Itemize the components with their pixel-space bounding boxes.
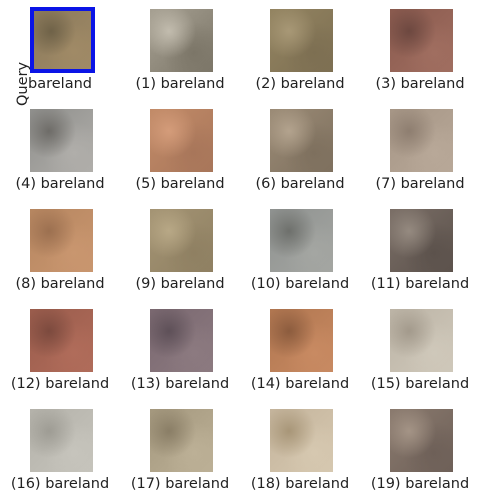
result-caption: (17) bareland (130, 476, 230, 492)
result-cell: (9) bareland (120, 200, 240, 300)
result-image (270, 309, 333, 372)
result-image (390, 409, 453, 472)
result-cell: (5) bareland (120, 100, 240, 200)
result-image (150, 9, 213, 72)
result-image (390, 9, 453, 72)
result-cell: (11) bareland (360, 200, 480, 300)
result-image (270, 9, 333, 72)
result-caption: (13) bareland (130, 376, 230, 392)
query-image (30, 7, 95, 73)
result-caption: (5) bareland (135, 176, 225, 192)
result-caption: (4) bareland (15, 176, 105, 192)
query-caption: bareland (28, 76, 92, 92)
result-cell: (4) bareland (0, 100, 120, 200)
result-cell: (19) bareland (360, 400, 480, 500)
result-caption: (19) bareland (370, 476, 470, 492)
result-image (150, 209, 213, 272)
result-image (30, 209, 93, 272)
result-caption: (8) bareland (15, 276, 105, 292)
result-cell: (10) bareland (240, 200, 360, 300)
result-caption: (10) bareland (250, 276, 350, 292)
result-image (150, 109, 213, 172)
result-caption: (11) bareland (370, 276, 470, 292)
result-caption: (18) bareland (250, 476, 350, 492)
result-cell: (1) bareland (120, 0, 240, 100)
query-cell: bareland (0, 0, 120, 100)
result-caption: (3) bareland (375, 76, 465, 92)
result-caption: (12) bareland (10, 376, 110, 392)
result-caption: (16) bareland (10, 476, 110, 492)
result-caption: (2) bareland (255, 76, 345, 92)
result-image (30, 109, 93, 172)
result-cell: (18) bareland (240, 400, 360, 500)
result-cell: (17) bareland (120, 400, 240, 500)
result-cell: (12) bareland (0, 300, 120, 400)
result-image (150, 409, 213, 472)
result-image (390, 109, 453, 172)
result-image (270, 209, 333, 272)
result-image (390, 209, 453, 272)
result-caption: (7) bareland (375, 176, 465, 192)
result-cell: (16) bareland (0, 400, 120, 500)
result-caption: (15) bareland (370, 376, 470, 392)
result-caption: (6) bareland (255, 176, 345, 192)
result-image (30, 409, 93, 472)
result-cell: (13) bareland (120, 300, 240, 400)
result-cell: (3) bareland (360, 0, 480, 100)
result-cell: (15) bareland (360, 300, 480, 400)
result-caption: (14) bareland (250, 376, 350, 392)
result-image (270, 109, 333, 172)
result-cell: (6) bareland (240, 100, 360, 200)
result-image (30, 309, 93, 372)
result-caption: (1) bareland (135, 76, 225, 92)
result-image (390, 309, 453, 372)
result-cell: (2) bareland (240, 0, 360, 100)
result-cell: (8) bareland (0, 200, 120, 300)
result-image (150, 309, 213, 372)
result-image (270, 409, 333, 472)
result-caption: (9) bareland (135, 276, 225, 292)
result-cell: (14) bareland (240, 300, 360, 400)
result-cell: (7) bareland (360, 100, 480, 200)
